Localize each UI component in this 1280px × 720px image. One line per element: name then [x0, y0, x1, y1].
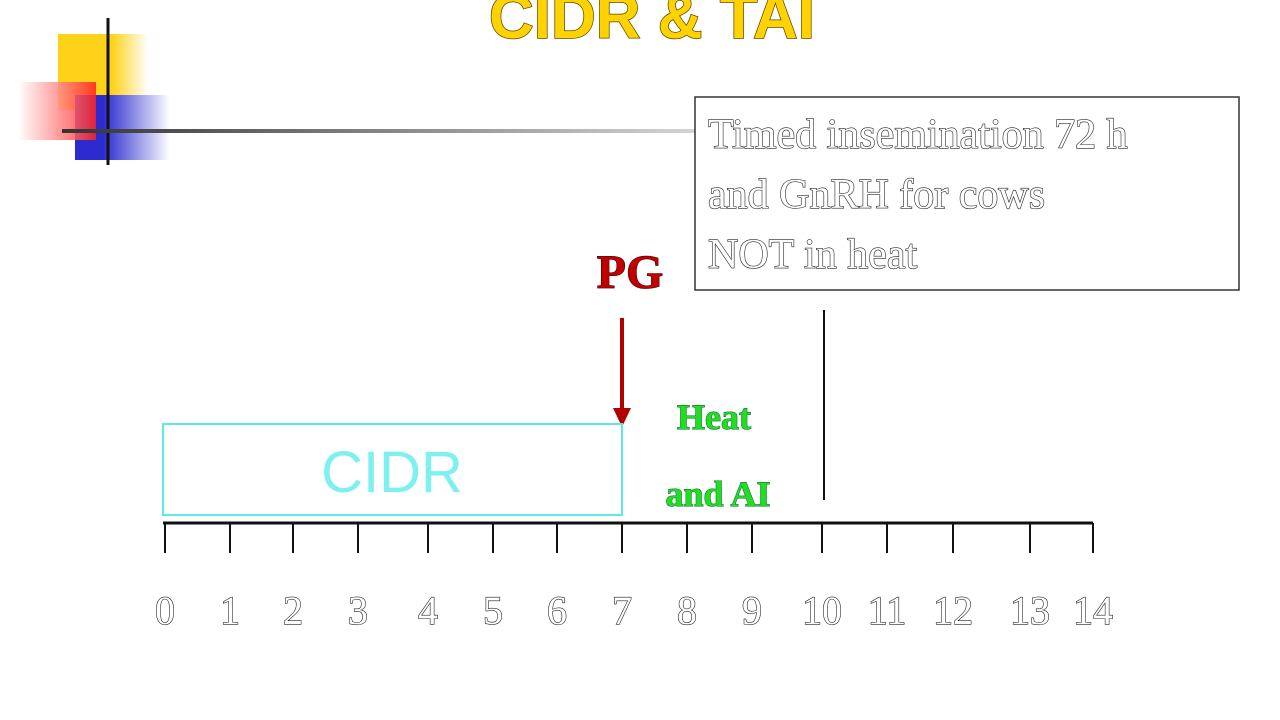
heat-label: Heat: [677, 397, 751, 437]
decoration: [18, 18, 862, 165]
timeline-label: 14: [1073, 588, 1113, 633]
pg-arrowhead: [613, 408, 631, 427]
timeline-label: 2: [283, 588, 303, 633]
timeline-label: 5: [483, 588, 503, 633]
timeline-label: 3: [348, 588, 368, 633]
timeline-label: 10: [802, 588, 842, 633]
timeline-label: 1: [220, 588, 240, 633]
note-line: Timed insemination 72 h: [708, 112, 1128, 158]
timeline-label: 13: [1010, 588, 1050, 633]
cidr-label: CIDR: [321, 440, 463, 505]
title: CIDR & TAI: [489, 0, 815, 52]
cidr-box: [162, 423, 623, 516]
timeline-label: 11: [868, 588, 907, 633]
timeline-label: 12: [933, 588, 973, 633]
timeline-label: 8: [677, 588, 697, 633]
pg-label: PG: [597, 246, 664, 299]
heat-label: and AI: [665, 474, 770, 514]
timeline-label: 7: [612, 588, 632, 633]
timeline-label: 0: [155, 588, 175, 633]
timeline-label: 4: [418, 588, 438, 633]
note-line: NOT in heat: [708, 232, 918, 278]
timeline-label: 6: [547, 588, 567, 633]
note-box: [694, 96, 1240, 291]
timeline-label: 9: [742, 588, 762, 633]
note-line: and GnRH for cows: [708, 172, 1045, 218]
